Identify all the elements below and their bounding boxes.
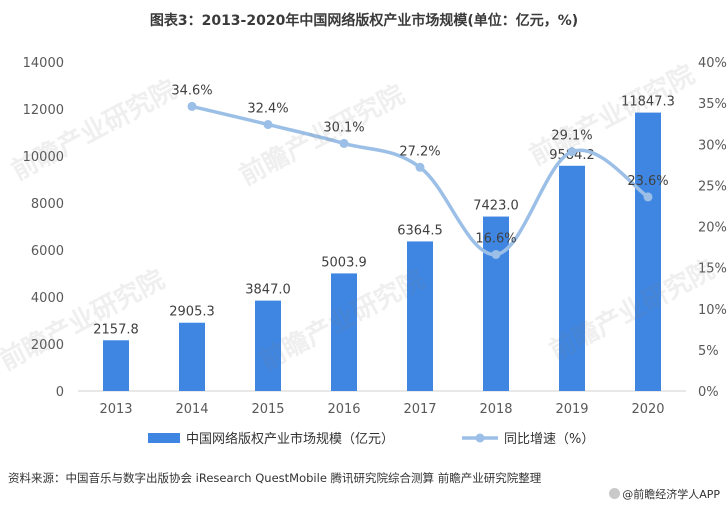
y-left-tick-label: 12000 — [23, 103, 64, 118]
source-label: 资料来源： — [8, 471, 66, 485]
x-tick-label: 2015 — [251, 402, 284, 417]
bar — [407, 241, 433, 391]
legend-swatch-bar — [148, 433, 180, 443]
legend-label-bar: 中国网络版权产业市场规模（亿元） — [186, 431, 394, 447]
bar — [179, 322, 205, 391]
y-right-tick-label: 35% — [698, 97, 727, 112]
bar-value-label: 5003.9 — [321, 255, 367, 270]
y-left-tick-label: 8000 — [31, 197, 64, 212]
brand-text: @前瞻经济学人APP — [622, 488, 720, 501]
x-tick-label: 2020 — [631, 402, 664, 417]
growth-value-label: 29.1% — [551, 129, 592, 144]
growth-value-label: 34.6% — [171, 83, 212, 98]
source-note: 资料来源：中国音乐与数字出版协会 iResearch QuestMobile 腾… — [8, 470, 541, 486]
growth-point — [567, 147, 577, 157]
bar-value-label: 11847.3 — [621, 95, 675, 110]
legend-label-line: 同比增速（%） — [504, 432, 594, 447]
y-left-tick-label: 4000 — [31, 291, 64, 306]
y-right-tick-label: 20% — [698, 221, 727, 236]
bar-value-label: 2905.3 — [169, 305, 215, 320]
bar-value-label: 2157.8 — [93, 322, 139, 337]
y-left-tick-label: 0 — [56, 385, 64, 400]
y-right-tick-label: 25% — [698, 179, 727, 194]
source-text: 中国音乐与数字出版协会 iResearch QuestMobile 腾讯研究院综… — [65, 471, 542, 485]
growth-point — [187, 101, 197, 111]
growth-point — [415, 162, 425, 172]
bar-value-label: 6364.5 — [397, 223, 443, 238]
y-right-tick-label: 15% — [698, 262, 727, 277]
bar-value-label: 3847.0 — [245, 283, 291, 298]
y-right-tick-label: 40% — [698, 56, 727, 71]
brand-logo-icon — [609, 488, 621, 499]
bar — [559, 165, 585, 391]
x-tick-label: 2018 — [479, 402, 512, 417]
y-right-tick-label: 0% — [698, 385, 719, 400]
y-left-tick-label: 2000 — [31, 338, 64, 353]
y-right-tick-label: 10% — [698, 303, 727, 318]
x-tick-label: 2013 — [99, 402, 132, 417]
bar-value-label: 7423.0 — [473, 199, 519, 214]
growth-value-label: 32.4% — [247, 102, 288, 117]
growth-point — [339, 138, 349, 148]
growth-point — [491, 249, 501, 259]
growth-value-label: 27.2% — [399, 144, 440, 159]
x-tick-label: 2016 — [327, 402, 360, 417]
y-left-tick-label: 14000 — [23, 56, 64, 71]
growth-value-label: 23.6% — [627, 174, 668, 189]
growth-value-label: 16.6% — [475, 231, 516, 246]
y-right-tick-label: 30% — [698, 138, 727, 153]
y-left-tick-label: 10000 — [23, 150, 64, 165]
bar — [635, 112, 661, 392]
bar — [331, 273, 357, 391]
bar — [483, 216, 509, 391]
brand-credit: @前瞻经济学人APP — [609, 486, 720, 502]
growth-point — [643, 192, 653, 202]
bar — [255, 300, 281, 391]
x-tick-label: 2019 — [555, 402, 588, 417]
x-tick-label: 2014 — [175, 402, 208, 417]
growth-value-label: 30.1% — [323, 120, 364, 135]
x-tick-label: 2017 — [403, 402, 436, 417]
legend-swatch-point — [475, 433, 485, 443]
y-right-tick-label: 5% — [698, 344, 719, 359]
chart-title: 图表3：2013-2020年中国网络版权产业市场规模(单位：亿元，%) — [149, 13, 579, 29]
bar — [103, 340, 129, 391]
y-left-tick-label: 6000 — [31, 244, 64, 259]
growth-point — [263, 120, 273, 130]
